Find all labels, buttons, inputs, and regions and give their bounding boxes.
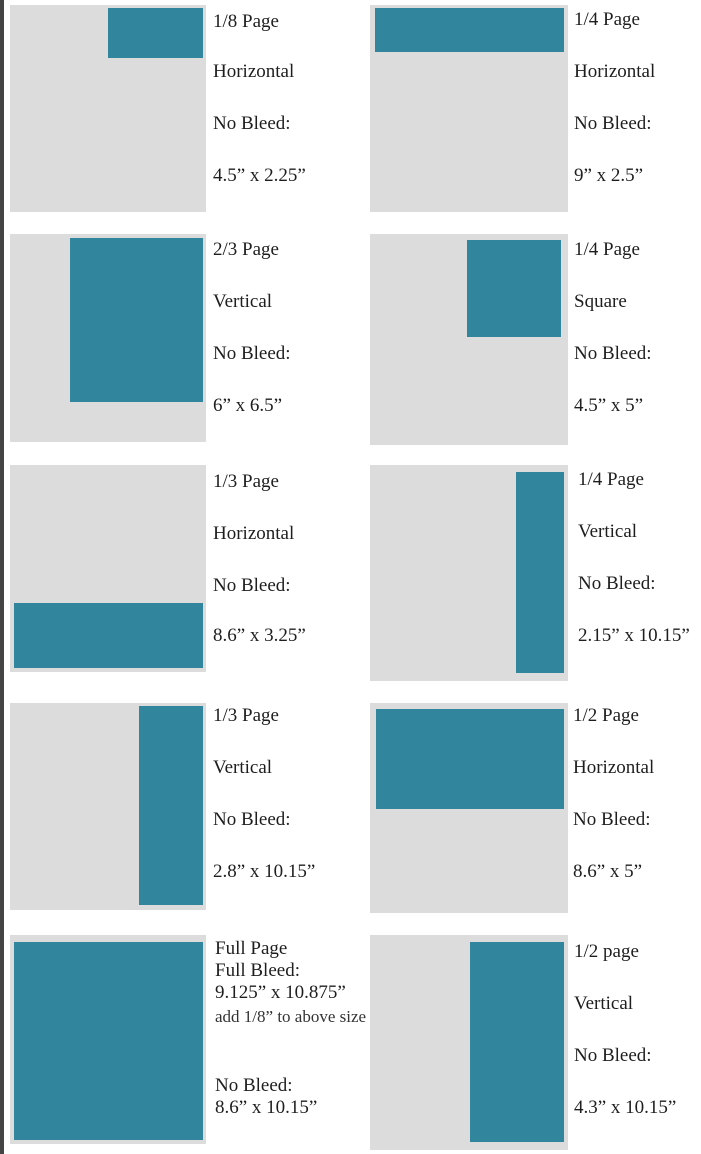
ad-fraction: 1/4 Page (578, 469, 644, 490)
ad-size: 9” x 2.5” (574, 165, 644, 186)
ad-orientation: Horizontal (213, 61, 295, 82)
ad-orientation: Vertical (578, 521, 638, 542)
ad-orientation: Square (574, 291, 627, 312)
ad-area-full-page (14, 942, 203, 1140)
ad-bleed-label: No Bleed: (573, 809, 651, 830)
ad-orientation: Horizontal (213, 523, 295, 544)
ad-bleed-label: No Bleed: (574, 1045, 652, 1066)
ad-area-1-8-horizontal (108, 8, 203, 58)
ad-orientation: Vertical (213, 291, 273, 312)
ad-area-1-3-vertical (139, 706, 203, 905)
ad-fraction: Full Page (215, 938, 288, 959)
ad-size: 4.5” x 5” (574, 395, 644, 416)
ad-orientation: Horizontal (574, 61, 656, 82)
ad-fraction: 1/8 Page (213, 11, 279, 32)
ad-size: 6” x 6.5” (213, 395, 283, 416)
left-border (0, 0, 4, 1154)
ad-area-2-3-vertical (70, 238, 203, 402)
ad-fraction: 2/3 Page (213, 239, 279, 260)
ad-full-bleed-size: 9.125” x 10.875” (215, 982, 346, 1003)
ad-area-1-4-horizontal (375, 8, 564, 52)
ad-fraction: 1/4 Page (574, 9, 640, 30)
ad-orientation: Vertical (574, 993, 634, 1014)
ad-size: 4.5” x 2.25” (213, 165, 306, 186)
ad-fraction: 1/3 Page (213, 705, 279, 726)
ad-size: 8.6” x 5” (573, 861, 643, 882)
ad-size: 8.6” x 3.25” (213, 625, 306, 646)
ad-bleed-label: No Bleed: (213, 113, 291, 134)
ad-area-1-2-horizontal (376, 709, 564, 809)
ad-size: 8.6” x 10.15” (215, 1097, 318, 1118)
ad-bleed-note: add 1/8” to above size (215, 1007, 367, 1026)
ad-bleed-label: No Bleed: (213, 809, 291, 830)
ad-bleed-label: No Bleed: (215, 1075, 293, 1096)
ad-size: 2.8” x 10.15” (213, 861, 316, 882)
ad-size: 2.15” x 10.15” (578, 625, 690, 646)
ad-bleed-label: No Bleed: (213, 575, 291, 596)
ad-area-1-3-horizontal (14, 603, 203, 668)
ad-area-1-4-square (467, 240, 561, 337)
ad-bleed-label: No Bleed: (574, 343, 652, 364)
ad-fraction: 1/2 page (574, 941, 639, 962)
ad-full-bleed-label: Full Bleed: (215, 960, 300, 981)
ad-orientation: Vertical (213, 757, 273, 778)
ad-orientation: Horizontal (573, 757, 655, 778)
ad-fraction: 1/2 Page (573, 705, 639, 726)
ad-fraction: 1/3 Page (213, 471, 279, 492)
ad-area-1-4-vertical (516, 472, 564, 673)
ad-bleed-label: No Bleed: (574, 113, 652, 134)
ad-area-1-2-vertical (470, 942, 564, 1142)
ad-fraction: 1/4 Page (574, 239, 640, 260)
ad-size: 4.3” x 10.15” (574, 1097, 677, 1118)
ad-bleed-label: No Bleed: (213, 343, 291, 364)
ad-bleed-label: No Bleed: (578, 573, 656, 594)
